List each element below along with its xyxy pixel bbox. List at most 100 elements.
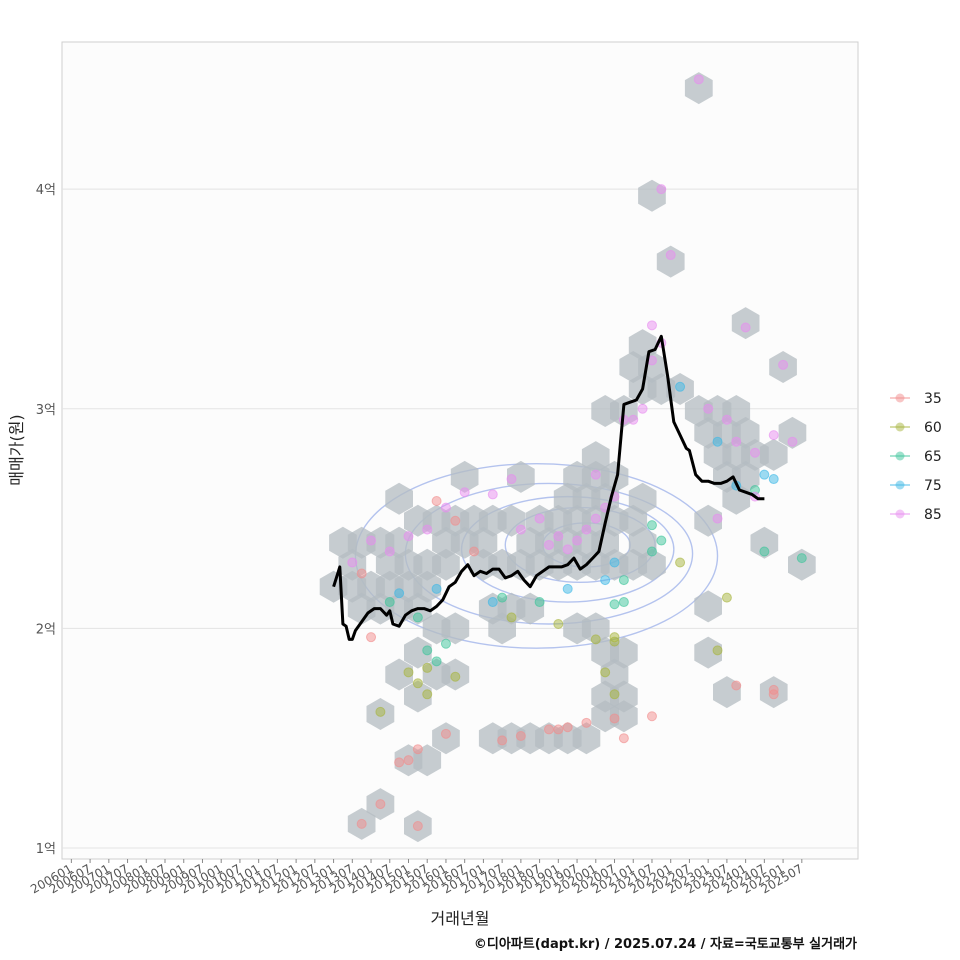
scatter-point-85 [712,513,723,524]
scatter-point-35 [618,733,629,744]
scatter-point-65 [431,656,442,667]
scatter-point-85 [628,414,639,425]
hexbin [385,482,413,515]
scatter-point-85 [731,436,742,447]
hexbin [600,460,629,493]
scatter-point-65 [534,597,545,608]
scatter-point-60 [375,706,386,717]
scatter-point-75 [487,597,498,608]
hexbin [450,460,479,493]
hexbin [788,548,816,581]
legend-key-dot [895,451,905,461]
scatter-point-85 [590,513,601,524]
scatter-point-60 [422,662,433,673]
scatter-point-35 [768,684,779,695]
scatter-point-65 [440,638,451,649]
scatter-point-85 [543,539,554,550]
scatter-point-65 [646,546,657,557]
scatter-points [347,74,807,832]
scatter-point-35 [356,818,367,829]
hexbin [684,72,713,105]
hexbin [385,658,413,691]
legend-label: 35 [924,391,942,407]
hexbin [507,460,535,493]
scatter-point-75 [675,381,686,392]
y-tick-label: 4억 [36,183,56,198]
scatter-point-60 [506,612,517,623]
hexbin [750,526,779,559]
hexbin [694,590,722,623]
y-tick-label: 2억 [36,622,56,637]
scatter-point-35 [646,711,657,722]
scatter-point-35 [366,632,377,643]
scatter-point-35 [543,724,554,735]
legend-key-dot [895,509,905,519]
scatter-point-35 [440,728,451,739]
scatter-point-60 [600,667,611,678]
scatter-point-35 [497,735,508,746]
legend-item-65: 65 [890,449,942,465]
scatter-point-65 [618,597,629,608]
scatter-point-75 [712,436,723,447]
y-axis-title: 매매가(원) [7,414,26,485]
scatter-point-65 [759,546,770,557]
scatter-point-85 [515,524,526,535]
scatter-point-85 [778,359,789,370]
scatter-point-75 [562,583,573,594]
scatter-point-85 [347,557,358,568]
legend-item-60: 60 [890,420,942,436]
y-axis-ticks: 1억 2억 3억 4억 [36,183,56,857]
legend-label: 60 [924,420,942,436]
scatter-point-85 [487,489,498,500]
scatter-point-35 [450,515,461,526]
scatter-point-75 [394,588,405,599]
legend: 35 60 65 75 85 [890,391,942,523]
hexbin [656,245,685,278]
scatter-point-60 [721,592,732,603]
scatter-point-60 [403,667,414,678]
x-axis-title: 거래년월 [431,909,490,928]
hexbin [581,441,610,474]
scatter-point-85 [384,546,395,557]
scatter-point-85 [656,184,667,195]
scatter-point-85 [562,544,573,555]
scatter-point-85 [366,535,377,546]
scatter-point-35 [515,731,526,742]
hexbin [610,680,638,713]
trend-line-layer [332,334,765,641]
scatter-point-60 [412,678,423,689]
scatter-point-85 [534,513,545,524]
legend-label: 85 [924,507,942,523]
hexbin [581,612,610,645]
scatter-point-85 [665,250,676,261]
legend-key-dot [895,422,905,432]
scatter-point-35 [412,744,423,755]
scatter-point-65 [656,535,667,546]
scatter-point-35 [412,821,423,832]
scatter-point-65 [384,597,395,608]
scatter-point-60 [553,619,564,630]
y-tick-label: 1억 [36,842,56,857]
scatter-point-35 [731,680,742,691]
scatter-point-85 [646,320,657,331]
scatter-point-75 [609,557,620,568]
scatter-point-85 [749,447,760,458]
legend-label: 65 [924,449,942,465]
y-tick-label: 3억 [36,403,56,418]
scatter-point-60 [422,689,433,700]
hexbin [694,636,722,669]
scatter-point-35 [375,799,386,810]
scatter-point-60 [609,689,620,700]
scatter-point-60 [609,632,620,643]
scatter-point-65 [618,575,629,586]
scatter-point-35 [431,496,442,507]
scatter-point-85 [506,474,517,485]
scatter-point-35 [581,717,592,728]
scatter-point-75 [431,583,442,594]
scatter-point-60 [450,671,461,682]
scatter-point-85 [787,436,798,447]
scatter-point-75 [759,469,770,480]
scatter-point-35 [553,724,564,735]
scatter-point-65 [422,645,433,656]
